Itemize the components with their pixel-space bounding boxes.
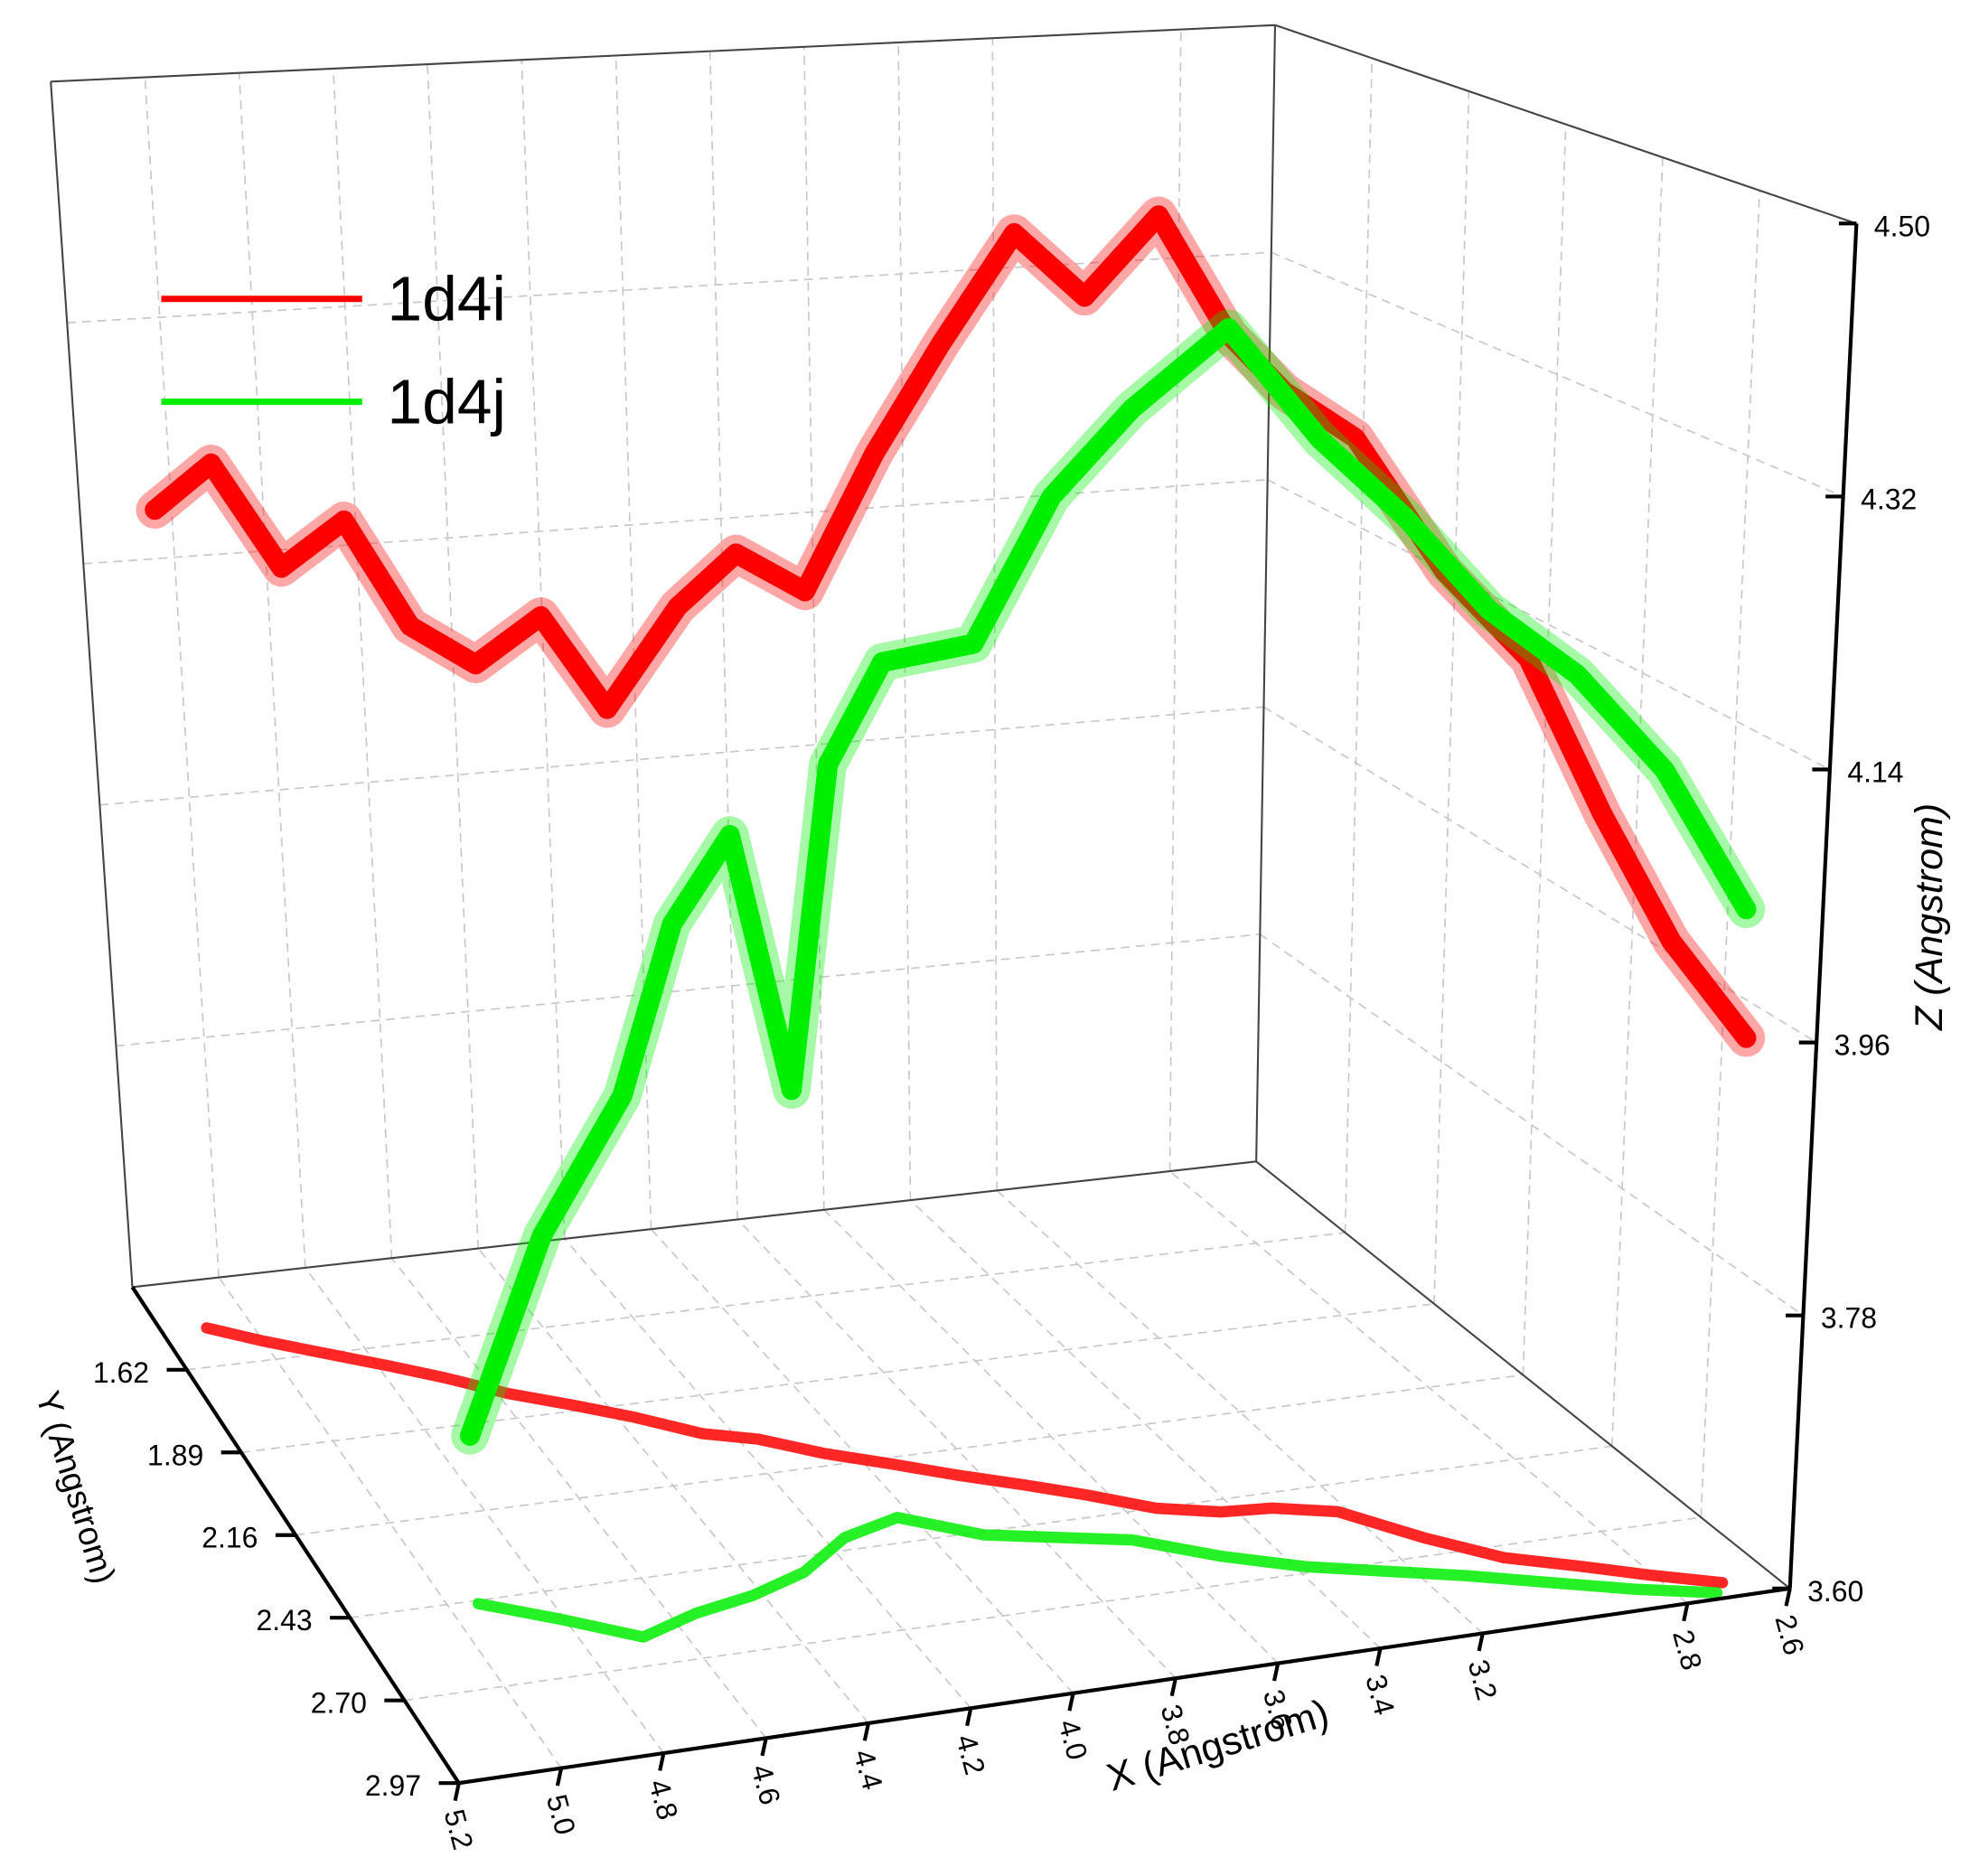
box-edge <box>132 1160 1257 1289</box>
axes: 5.2 5.0 4.8 4.6 4.4 4.2 4.0 3.8 3.6 3.4 3.22.8 2.61… <box>93 210 1930 1853</box>
x-tick-label: 3.2 <box>1462 1656 1504 1703</box>
x-tick <box>1682 1602 1690 1622</box>
grid-line <box>803 46 825 1210</box>
x-tick-label: 4.6 <box>745 1761 786 1808</box>
x-tick <box>1271 1663 1280 1682</box>
x-tick <box>555 1768 564 1787</box>
y-tick-label: 2.43 <box>256 1604 312 1637</box>
legend: 1d4i 1d4j <box>161 264 506 437</box>
x-tick <box>760 1738 768 1757</box>
box-edge <box>1274 23 1857 225</box>
grid-line <box>1522 124 1567 1375</box>
grid-line <box>1433 90 1470 1304</box>
y-tick-label: 2.16 <box>202 1522 258 1554</box>
grid-line <box>1168 29 1182 1172</box>
x-tick-label: 2.6 <box>1768 1611 1810 1658</box>
grid-line <box>909 1199 1382 1649</box>
grid-line <box>897 42 912 1201</box>
grid-line <box>67 251 1271 324</box>
floor-projection <box>473 1512 1723 1643</box>
x-tick-label: 3.4 <box>1359 1671 1401 1718</box>
y-tick-label: 1.62 <box>93 1356 149 1389</box>
grid-line <box>1700 190 1760 1518</box>
box-edge <box>1255 24 1277 1162</box>
z-tick-label: 3.96 <box>1834 1029 1890 1062</box>
x-tick-label: 5.0 <box>540 1791 582 1838</box>
box-edge <box>1255 1160 1791 1590</box>
grid-line <box>238 72 306 1268</box>
x-tick-label: 4.0 <box>1052 1716 1093 1763</box>
x-tick-label: 2.8 <box>1666 1627 1708 1674</box>
x-tick <box>453 1782 461 1802</box>
grid-line <box>1259 933 1804 1317</box>
grid-line <box>332 68 393 1259</box>
x-tick-label: 4.2 <box>950 1731 991 1778</box>
z-tick-label: 4.14 <box>1847 756 1903 789</box>
box <box>50 23 1857 1590</box>
floor-projection <box>201 1322 1729 1589</box>
grid-layer <box>50 23 1858 1784</box>
x-tick <box>965 1707 973 1727</box>
x-tick <box>1784 1588 1792 1607</box>
grid-line <box>296 1374 1524 1536</box>
x-tick-label: 4.8 <box>643 1776 684 1823</box>
z-tick-label: 3.78 <box>1821 1302 1877 1335</box>
box-edge <box>50 81 134 1288</box>
trajectory <box>460 318 1757 1446</box>
grid-line <box>1344 58 1374 1233</box>
grid-line <box>186 1232 1346 1371</box>
y-tick-label: 2.97 <box>365 1769 421 1802</box>
grid-line <box>144 77 220 1278</box>
x-tick-label: 4.4 <box>848 1746 889 1793</box>
x-tick <box>1067 1693 1075 1712</box>
x-tick <box>1477 1633 1485 1652</box>
z-tick-label: 4.32 <box>1861 483 1917 515</box>
grid-line <box>305 1267 665 1754</box>
box-edge <box>51 23 1276 83</box>
z-tick-label: 3.60 <box>1807 1575 1863 1608</box>
z-axis <box>1787 223 1859 1589</box>
x-tick <box>862 1722 871 1741</box>
y-tick-label: 2.70 <box>311 1687 367 1720</box>
x-tick-label: 5.2 <box>438 1806 480 1853</box>
trajectory-core <box>451 309 1766 1455</box>
grid-line <box>1611 157 1664 1447</box>
grid-line <box>116 933 1261 1047</box>
grid-line <box>521 60 566 1239</box>
z-tick-label: 4.50 <box>1874 210 1930 242</box>
grid-line <box>218 1277 562 1769</box>
grid-line <box>404 1516 1702 1702</box>
x-tick <box>1169 1677 1177 1697</box>
x-axis-title: X (Angstrom) <box>1102 1692 1334 1800</box>
x-tick <box>1374 1647 1383 1666</box>
x-axis <box>458 1586 1791 1786</box>
grid-line <box>1271 251 1843 498</box>
grid-line <box>390 1257 767 1739</box>
grid-line <box>1263 706 1817 1044</box>
y-axis-title: Y (Angstrom) <box>29 1386 124 1588</box>
plot-area <box>136 196 1766 1643</box>
grid-line <box>564 1238 971 1709</box>
z-axis-title: Z (Angstrom) <box>1908 803 1951 1031</box>
grid-line <box>708 51 738 1220</box>
legend-label: 1d4j <box>388 367 506 437</box>
y-tick-label: 1.89 <box>147 1439 203 1471</box>
grid-line <box>240 1302 1435 1454</box>
x-tick <box>658 1752 666 1771</box>
legend-label: 1d4i <box>388 264 506 334</box>
